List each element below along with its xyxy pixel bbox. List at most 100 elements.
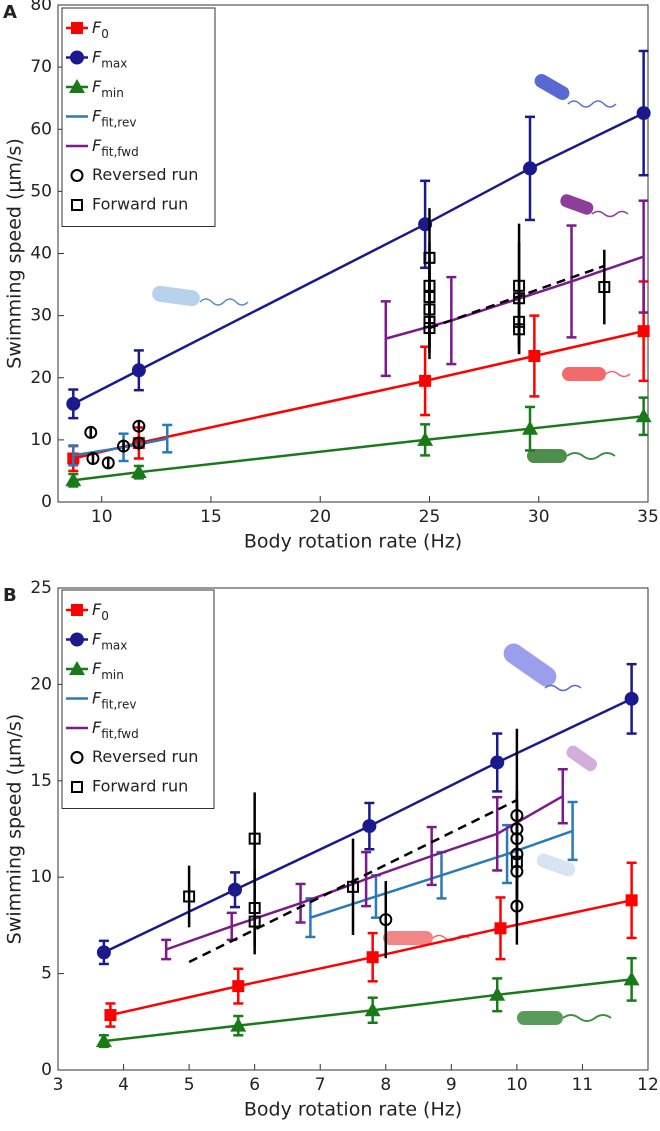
data-point	[366, 951, 379, 964]
data-point	[423, 290, 436, 303]
data-point	[362, 819, 377, 834]
y-tick-label: 20	[30, 368, 52, 388]
data-point	[95, 1033, 112, 1048]
data-point	[623, 971, 640, 986]
x-tick-label: 5	[184, 1075, 195, 1095]
data-point	[635, 408, 652, 423]
y-tick-label: 70	[30, 57, 52, 77]
y-tick-label: 15	[30, 771, 52, 791]
legend: F0 Fmax Fmin Ffit,rev Ffit,fwd Reversed run Fo…	[61, 7, 216, 227]
data-point	[522, 420, 538, 435]
data-point	[513, 292, 526, 305]
data-point	[248, 915, 261, 928]
legend-label: Ffit,fwd	[92, 136, 139, 159]
data-point	[183, 890, 196, 903]
data-point	[417, 431, 434, 446]
x-tick-label: 4	[118, 1075, 129, 1095]
data-point	[228, 882, 242, 897]
legend-label: Fmin	[92, 77, 124, 100]
data-point	[513, 315, 526, 328]
x-axis-label: Body rotation rate (Hz)	[244, 1099, 462, 1121]
data-point	[423, 279, 436, 292]
trend-line	[429, 264, 605, 330]
data-point	[637, 325, 650, 338]
y-tick-label: 5	[41, 964, 52, 984]
y-tick-label: 40	[30, 244, 52, 264]
legend-marker	[70, 632, 84, 647]
y-axis-label: Swimming speed (μm/s)	[4, 714, 26, 944]
x-tick-label: 12	[637, 1075, 659, 1095]
legend-marker	[71, 781, 83, 793]
x-tick-label: 10	[506, 1075, 528, 1095]
legend: F0 Fmax Fmin Ffit,rev Ffit,fwd Reversed run Fo…	[61, 589, 215, 809]
y-tick-label: 0	[41, 1060, 52, 1080]
data-point	[248, 902, 261, 915]
panel: A 10 15 20 25 30 35 0 10 20 30 40 50 60 70 80 Body rotat…	[3, 0, 659, 553]
x-axis-label: Body rotation rate (Hz)	[244, 531, 462, 553]
legend-label: Ffit,rev	[92, 688, 136, 711]
legend-marker	[71, 604, 83, 616]
trend-line	[188, 798, 518, 964]
x-tick-label: 30	[528, 507, 550, 527]
legend-label: Reversed run	[92, 165, 198, 184]
data-point	[96, 945, 111, 960]
data-point	[86, 452, 100, 466]
x-tick-label: 11	[572, 1075, 594, 1095]
panel-label: B	[3, 585, 17, 606]
y-tick-label: 80	[30, 0, 52, 15]
y-tick-label: 10	[30, 867, 52, 887]
data-point	[523, 161, 537, 176]
legend-marker	[69, 661, 85, 675]
data-point	[423, 251, 436, 264]
legend-label: Forward run	[92, 195, 188, 214]
fit-line	[103, 978, 632, 1043]
y-tick-label: 30	[30, 306, 52, 326]
data-point	[104, 1009, 117, 1022]
y-tick-label: 0	[41, 492, 52, 512]
data-point	[232, 980, 245, 993]
data-point	[132, 419, 146, 433]
legend-label: F0	[92, 600, 109, 623]
panel: B 3 4 5 6 7 8 9 10 11 12 0 5 10 15 20 25 Body rotation ra…	[3, 578, 659, 1121]
plot-frame	[57, 587, 649, 1071]
y-tick-label: 10	[30, 430, 52, 450]
legend-marker	[71, 199, 83, 211]
y-tick-label: 50	[30, 181, 52, 201]
data-point	[513, 279, 526, 292]
cell-illustrations	[152, 74, 631, 1025]
data-point	[423, 303, 436, 316]
data-point	[248, 832, 261, 845]
data-point	[598, 281, 611, 294]
data-point	[132, 436, 146, 450]
legend-marker	[69, 79, 85, 93]
data-point	[66, 396, 81, 411]
data-point	[130, 464, 147, 479]
data-point	[489, 986, 506, 1001]
data-point	[230, 1017, 247, 1032]
x-tick-label: 9	[446, 1075, 457, 1095]
y-tick-label: 60	[30, 119, 52, 139]
legend-marker	[70, 169, 84, 182]
x-tick-label: 7	[315, 1075, 326, 1095]
data-point	[625, 894, 638, 907]
x-tick-label: 6	[249, 1075, 260, 1095]
x-tick-label: 15	[200, 507, 222, 527]
legend-marker	[70, 751, 84, 764]
legend-label: Reversed run	[92, 747, 198, 766]
y-axis-label: Swimming speed (μm/s)	[4, 138, 26, 368]
data-point	[510, 855, 523, 868]
fit-line	[385, 255, 645, 340]
data-point	[624, 691, 639, 706]
data-point	[84, 425, 98, 439]
data-point	[117, 439, 131, 453]
data-point	[131, 363, 146, 378]
y-tick-label: 20	[30, 674, 52, 694]
legend-label: Ffit,fwd	[92, 718, 139, 741]
panel-label: A	[3, 2, 17, 23]
data-point	[636, 106, 651, 121]
x-tick-label: 25	[419, 507, 441, 527]
data-point	[65, 472, 82, 487]
fit-line	[73, 415, 644, 482]
legend-marker	[71, 22, 83, 34]
